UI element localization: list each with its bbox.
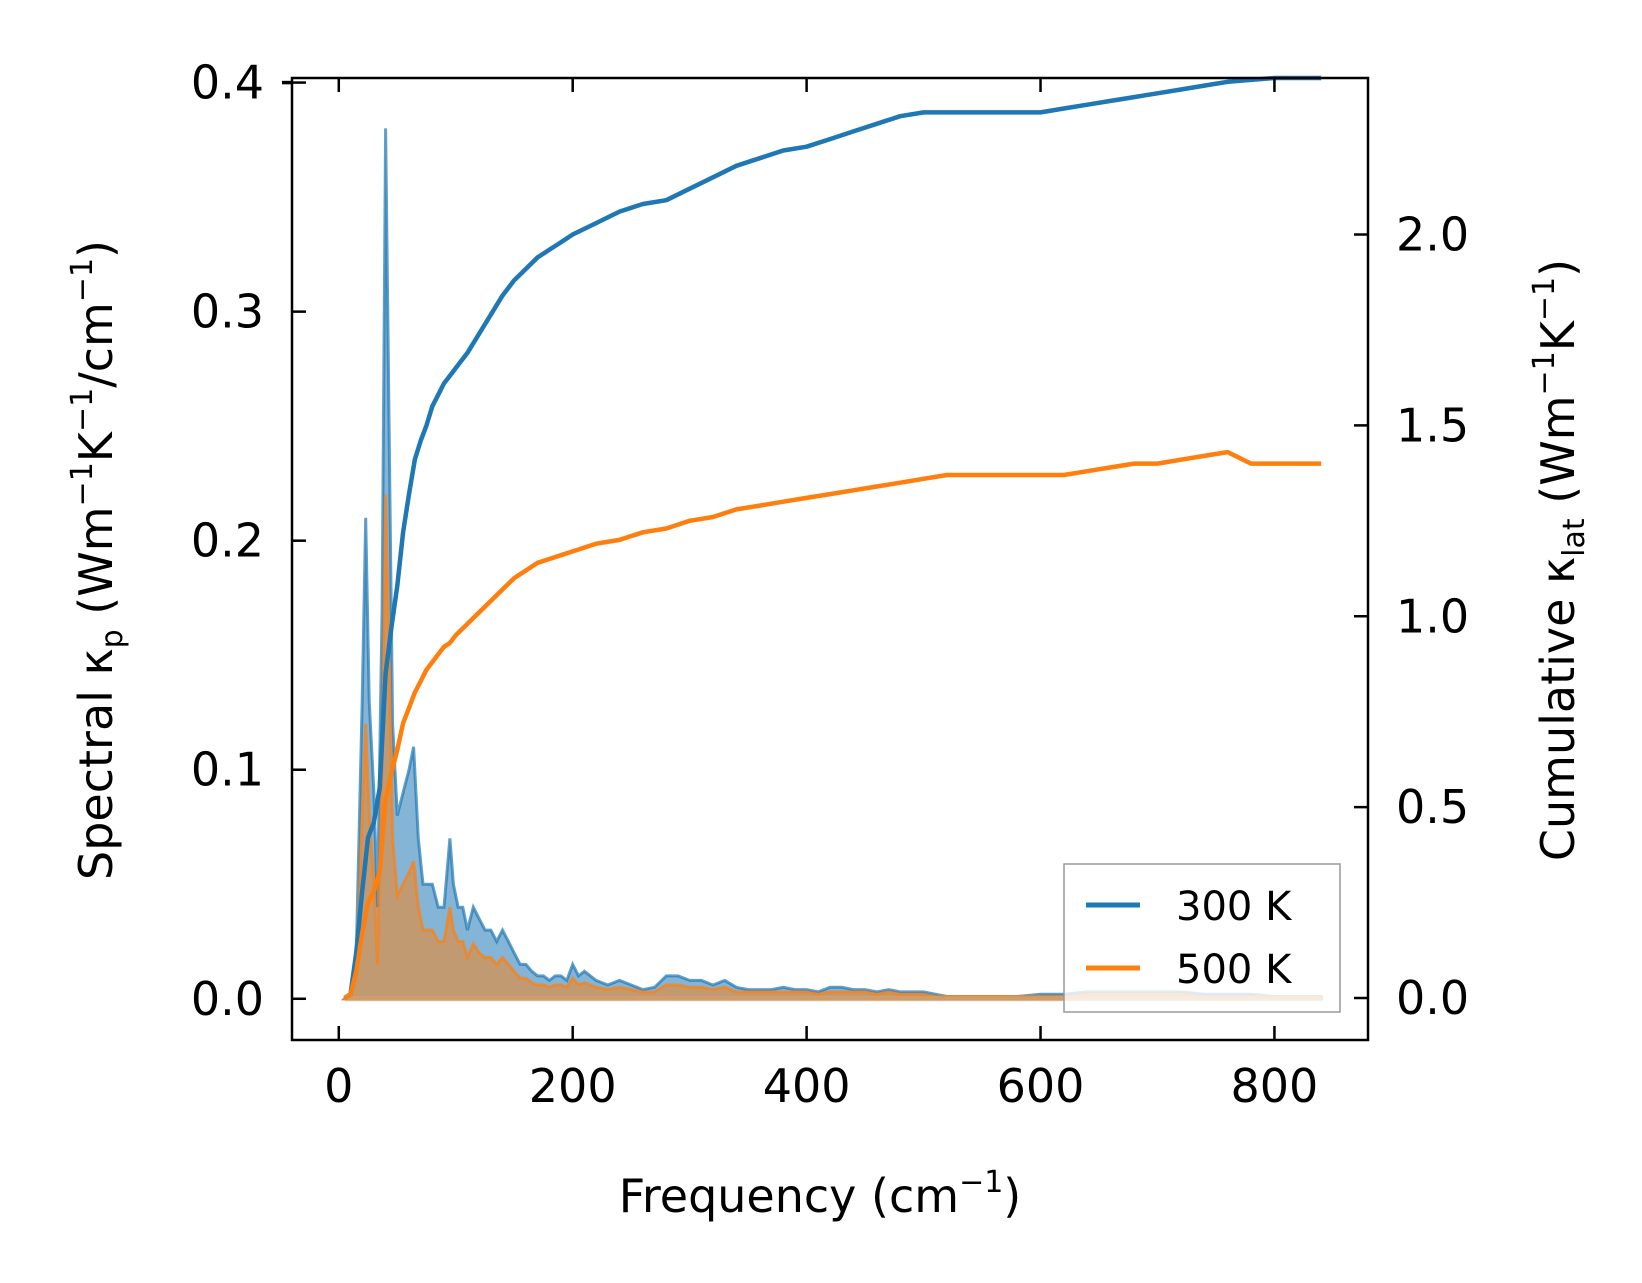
- y-left-label-sup2: −1: [65, 388, 100, 432]
- y-left-tick-label: 0.1: [191, 743, 264, 797]
- y-left-label-sup1: −1: [65, 462, 100, 506]
- cumulative-lines: [343, 75, 1322, 1000]
- x-axis-label-end: ): [1003, 1169, 1021, 1223]
- y-left-axis-ticks: 0.0 0.1 0.2 0.3 0.4: [191, 56, 306, 1026]
- y-left-tick-label: 0.2: [191, 514, 264, 568]
- x-axis-ticks: 0 200 400 600 800: [324, 78, 1318, 1113]
- y-left-label-sup3: −1: [65, 258, 100, 302]
- y-left-tick-label: 0.3: [191, 285, 264, 339]
- y-right-label-sub: lat: [1557, 518, 1592, 557]
- y-right-axis-ticks: 0.0 0.5 1.0 1.5 2.0: [1354, 208, 1469, 1025]
- y-right-label-end: ): [1531, 259, 1585, 277]
- y-right-label-prefix: Cumulative κ: [1531, 557, 1585, 861]
- y-left-label-k: K: [69, 430, 123, 462]
- y-left-tick-label: 0.0: [191, 972, 264, 1026]
- x-tick-label: 400: [763, 1059, 851, 1113]
- legend-label-500k: 500 K: [1176, 947, 1293, 993]
- y-right-tick-label: 0.0: [1396, 971, 1469, 1025]
- y-left-tick-label: 0.4: [191, 56, 264, 110]
- y-right-label-mid: (Wm: [1531, 395, 1585, 518]
- y-right-tick-label: 2.0: [1396, 208, 1469, 262]
- y-right-tick-label: 1.0: [1396, 589, 1469, 643]
- y-right-label-k: K: [1531, 319, 1585, 351]
- y-left-label-mid: (Wm: [69, 506, 123, 629]
- legend-box: [1063, 863, 1341, 1013]
- y-right-axis-label: Cumulative κlat (Wm−1K−1): [1527, 259, 1592, 861]
- x-axis-label-main: Frequency (cm: [619, 1169, 959, 1223]
- legend: 300 K 500 K: [1063, 863, 1341, 1013]
- y-right-label-sup1: −1: [1527, 351, 1562, 395]
- legend-label-300k: 300 K: [1176, 884, 1293, 930]
- y-left-label-sub: p: [95, 629, 130, 648]
- x-axis-label-sup: −1: [959, 1165, 1003, 1200]
- x-tick-label: 200: [529, 1059, 617, 1113]
- y-left-axis-label: Spectral κp (Wm−1K−1/cm−1): [65, 240, 130, 880]
- x-tick-label: 600: [997, 1059, 1085, 1113]
- cumulative-line-500k: [343, 449, 1322, 1000]
- x-axis-label: Frequency (cm−1): [619, 1165, 1022, 1223]
- cumulative-line-300k: [343, 75, 1322, 1000]
- y-left-label-end: ): [69, 240, 123, 258]
- x-tick-label: 800: [1231, 1059, 1319, 1113]
- plot-frame: [290, 76, 1370, 1042]
- y-right-tick-label: 1.5: [1396, 398, 1469, 452]
- y-left-label-prefix: Spectral κ: [69, 648, 123, 880]
- x-tick-label: 0: [324, 1059, 353, 1113]
- y-right-tick-label: 0.5: [1396, 780, 1469, 834]
- y-left-label-cm: /cm: [69, 302, 123, 388]
- spectral-fills: [340, 128, 1323, 1002]
- y-right-label-sup2: −1: [1527, 277, 1562, 321]
